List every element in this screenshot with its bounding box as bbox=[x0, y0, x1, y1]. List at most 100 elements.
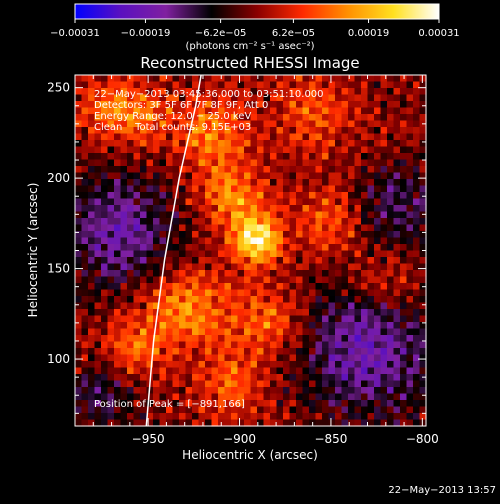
heatmap-cell bbox=[153, 257, 161, 265]
heatmap-cell bbox=[354, 296, 362, 304]
heatmap-cell bbox=[276, 231, 284, 239]
heatmap-cell bbox=[393, 172, 401, 180]
heatmap-cell bbox=[127, 283, 135, 291]
heatmap-cell bbox=[146, 81, 154, 89]
heatmap-cell bbox=[309, 244, 317, 252]
heatmap-cell bbox=[309, 159, 317, 167]
heatmap-cell bbox=[94, 114, 102, 122]
heatmap-cell bbox=[335, 159, 343, 167]
heatmap-cell bbox=[348, 211, 356, 219]
heatmap-cell bbox=[387, 341, 395, 349]
heatmap-cell bbox=[419, 380, 427, 388]
heatmap-cell bbox=[244, 354, 252, 362]
heatmap-cell bbox=[185, 140, 193, 148]
heatmap-cell bbox=[309, 231, 317, 239]
heatmap-cell bbox=[94, 419, 102, 427]
heatmap-cell bbox=[315, 276, 323, 284]
heatmap-cell bbox=[75, 94, 83, 102]
heatmap-cell bbox=[224, 120, 232, 128]
heatmap-cell bbox=[101, 296, 109, 304]
heatmap-cell bbox=[348, 335, 356, 343]
heatmap-cell bbox=[250, 211, 258, 219]
x-tick-label: −950 bbox=[132, 432, 165, 446]
heatmap-cell bbox=[81, 354, 89, 362]
heatmap-cell bbox=[367, 244, 375, 252]
heatmap-cell bbox=[387, 192, 395, 200]
heatmap-cell bbox=[302, 237, 310, 245]
heatmap-cell bbox=[114, 94, 122, 102]
heatmap-cell bbox=[328, 302, 336, 310]
heatmap-cell bbox=[224, 140, 232, 148]
heatmap-cell bbox=[328, 309, 336, 317]
heatmap-cell bbox=[146, 341, 154, 349]
heatmap-cell bbox=[114, 127, 122, 135]
heatmap-cell bbox=[257, 322, 265, 330]
heatmap-cell bbox=[348, 309, 356, 317]
heatmap-cell bbox=[374, 140, 382, 148]
heatmap-cell bbox=[172, 328, 180, 336]
heatmap-cell bbox=[133, 114, 141, 122]
heatmap-cell bbox=[159, 244, 167, 252]
heatmap-cell bbox=[406, 393, 414, 401]
heatmap-cell bbox=[224, 198, 232, 206]
heatmap-cell bbox=[380, 146, 388, 154]
heatmap-cell bbox=[367, 159, 375, 167]
heatmap-cell bbox=[276, 205, 284, 213]
heatmap-cell bbox=[114, 75, 122, 83]
heatmap-cell bbox=[231, 400, 239, 408]
heatmap-cell bbox=[166, 315, 174, 323]
heatmap-cell bbox=[140, 289, 148, 297]
heatmap-cell bbox=[263, 244, 271, 252]
heatmap-cell bbox=[400, 107, 408, 115]
heatmap-cell bbox=[335, 88, 343, 96]
heatmap-cell bbox=[198, 322, 206, 330]
heatmap-cell bbox=[296, 101, 304, 109]
heatmap-cell bbox=[315, 283, 323, 291]
heatmap-cell bbox=[250, 198, 258, 206]
heatmap-cell bbox=[322, 88, 330, 96]
heatmap-cell bbox=[166, 237, 174, 245]
heatmap-cell bbox=[315, 120, 323, 128]
heatmap-cell bbox=[328, 328, 336, 336]
heatmap-cell bbox=[211, 101, 219, 109]
heatmap-cell bbox=[94, 140, 102, 148]
heatmap-cell bbox=[237, 263, 245, 271]
heatmap-cell bbox=[114, 406, 122, 414]
heatmap-cell bbox=[296, 374, 304, 382]
heatmap-cell bbox=[224, 276, 232, 284]
heatmap-cell bbox=[146, 75, 154, 83]
x-tick-label: −800 bbox=[406, 432, 439, 446]
heatmap-cell bbox=[354, 127, 362, 135]
heatmap-cell bbox=[218, 244, 226, 252]
heatmap-cell bbox=[419, 211, 427, 219]
heatmap-cell bbox=[315, 146, 323, 154]
heatmap-cell bbox=[374, 361, 382, 369]
heatmap-cell bbox=[283, 211, 291, 219]
heatmap-cell bbox=[101, 192, 109, 200]
heatmap-cell bbox=[153, 283, 161, 291]
heatmap-cell bbox=[250, 257, 258, 265]
heatmap-cell bbox=[309, 315, 317, 323]
heatmap-cell bbox=[380, 257, 388, 265]
heatmap-cell bbox=[283, 107, 291, 115]
heatmap-cell bbox=[250, 114, 258, 122]
heatmap-cell bbox=[231, 276, 239, 284]
heatmap-cell bbox=[244, 185, 252, 193]
heatmap-cell bbox=[192, 348, 200, 356]
heatmap-cell bbox=[114, 387, 122, 395]
heatmap-cell bbox=[244, 270, 252, 278]
heatmap-cell bbox=[361, 140, 369, 148]
heatmap-cell bbox=[328, 198, 336, 206]
heatmap-cell bbox=[354, 218, 362, 226]
heatmap-cell bbox=[406, 133, 414, 141]
heatmap-cell bbox=[328, 250, 336, 258]
heatmap-cell bbox=[361, 380, 369, 388]
heatmap-cell bbox=[361, 276, 369, 284]
heatmap-cell bbox=[133, 224, 141, 232]
heatmap-cell bbox=[94, 283, 102, 291]
heatmap-cell bbox=[159, 315, 167, 323]
heatmap-cell bbox=[315, 185, 323, 193]
heatmap-cell bbox=[322, 237, 330, 245]
heatmap-cell bbox=[153, 419, 161, 427]
heatmap-cell bbox=[270, 218, 278, 226]
